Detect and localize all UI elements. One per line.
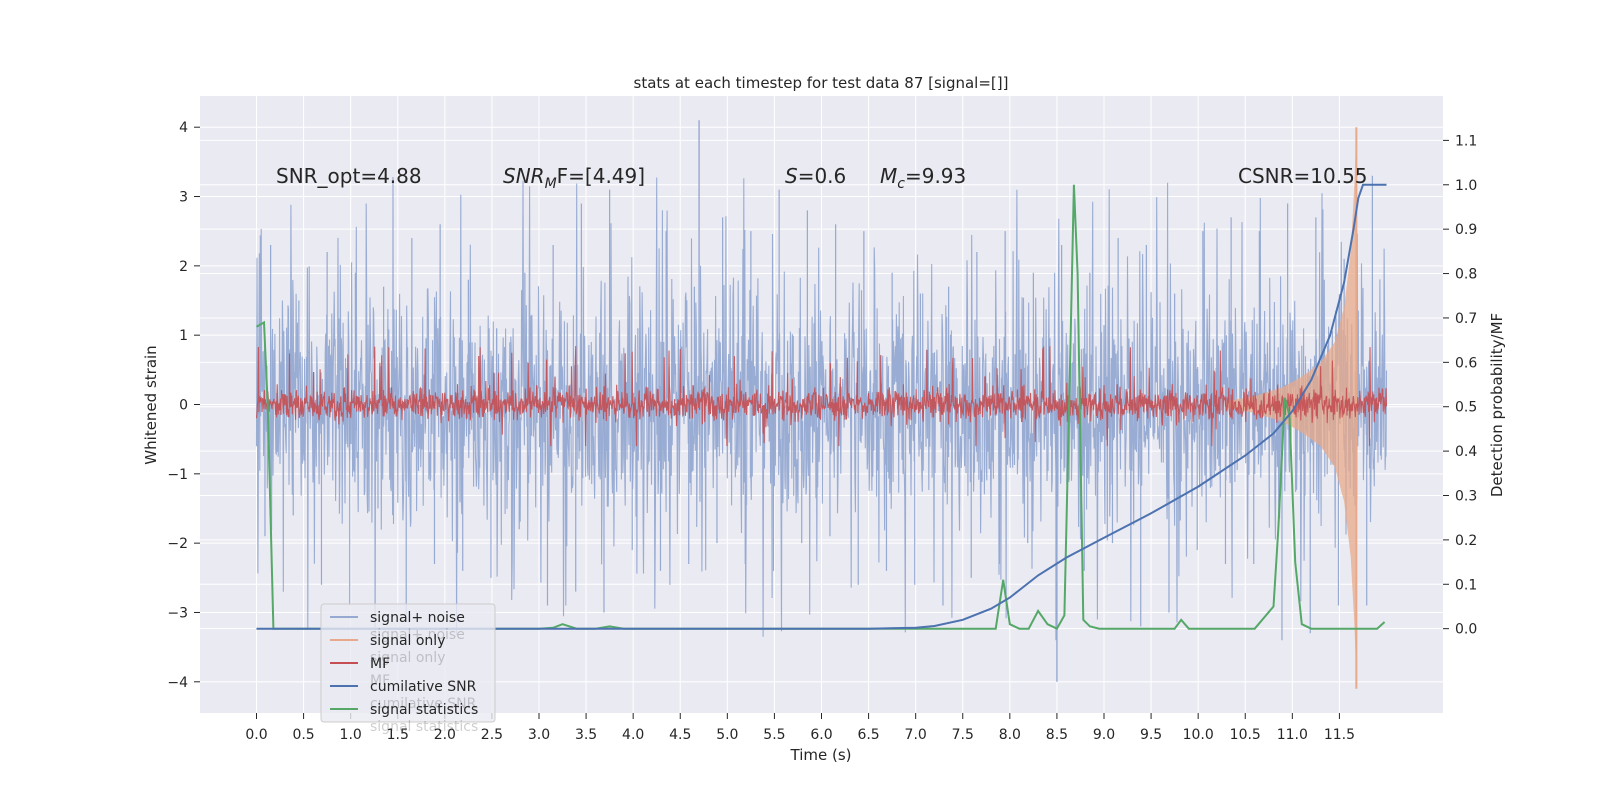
annotation-snr-mf-rest: F=[4.49]	[557, 164, 645, 188]
legend-ghost-label-1: signal only	[370, 650, 445, 666]
annotation-snr-mf: SNRMF=[4.49]	[503, 164, 645, 192]
y2-tick-label-7: 0.4	[1455, 444, 1477, 460]
annotation-snr-mf-f: F=[4.49]	[557, 164, 645, 188]
x-tick-label-8: 4.0	[622, 727, 644, 743]
chart-title: stats at each timestep for test data 87 …	[634, 74, 1009, 92]
x-tick-label-1: 0.5	[292, 727, 314, 743]
x-tick-label-15: 7.5	[952, 727, 974, 743]
y2-tick-label-4: 0.7	[1455, 311, 1477, 327]
x-tick-label-0: 0.0	[245, 727, 267, 743]
legend-label-mf: MF	[370, 656, 390, 672]
x-tick-label-9: 4.5	[669, 727, 691, 743]
y-tick-label-3: 1	[179, 328, 188, 344]
x-tick-label-14: 7.0	[905, 727, 927, 743]
x-tick-label-19: 9.5	[1140, 727, 1162, 743]
x-tick-label-20: 10.0	[1183, 727, 1214, 743]
y2-tick-label-9: 0.2	[1455, 533, 1477, 549]
y-axis-ticks: 4 3 2 1 0 −1 −2 −3 −4	[167, 120, 200, 691]
x-tick-label-2: 1.0	[340, 727, 362, 743]
annotation-s-main: S	[785, 164, 798, 188]
x-axis-ticks: 0.0 0.5 1.0 1.5 2.0 2.5 3.0 3.5 4.0 4.5 5.0 5.5 6.0 6…	[245, 713, 1355, 743]
mf-line	[255, 346, 1388, 447]
y2-axis-ticks: 1.1 1.0 0.9 0.8 0.7 0.6 0.5 0.4 0.3 0.2 0.1 0.0	[1443, 133, 1477, 638]
legend-ghost: signal+ noise signal only MF cumilative …	[370, 627, 478, 735]
cumulative-snr-line	[256, 183, 1387, 630]
legend-ghost-label-4: signal statistics	[370, 719, 478, 735]
x-tick-label-7: 3.5	[575, 727, 597, 743]
legend-ghost-label-3: cumilative SNR	[370, 696, 477, 712]
x-tick-label-11: 5.5	[763, 727, 785, 743]
right-axis-lines	[255, 183, 1387, 631]
y2-tick-label-2: 0.9	[1455, 222, 1477, 238]
y2-tick-label-8: 0.3	[1455, 488, 1477, 504]
x-tick-label-5: 2.5	[481, 727, 503, 743]
y2-tick-label-6: 0.5	[1455, 400, 1477, 416]
y-tick-label-4: 0	[179, 398, 188, 414]
y2-axis-label: Detection probability/MF	[1488, 313, 1506, 497]
legend-ghost-label-2: MF	[370, 673, 390, 689]
signal-statistics-line	[255, 184, 1386, 631]
y2-tick-label-5: 0.6	[1455, 355, 1477, 371]
signal-noise-layer	[255, 120, 1388, 682]
mf-layer	[255, 346, 1388, 447]
legend-label-signal-statistics: signal statistics	[370, 702, 478, 718]
legend-label-cumulative-snr: cumilative SNR	[370, 679, 477, 695]
y-tick-label-8: −4	[167, 675, 188, 691]
annotation-snr-opt: SNR_opt=4.88	[276, 164, 422, 188]
y-tick-label-2: 2	[179, 259, 188, 275]
x-tick-label-21: 10.5	[1230, 727, 1261, 743]
annotation-mc: Mc=9.93	[880, 164, 966, 192]
y2-tick-label-11: 0.0	[1455, 622, 1477, 638]
x-tick-label-18: 9.0	[1093, 727, 1115, 743]
x-tick-label-23: 11.5	[1324, 727, 1355, 743]
annotation-s-rest: =0.6	[798, 164, 847, 188]
y-tick-label-5: −1	[167, 467, 188, 483]
y-tick-label-1: 3	[179, 190, 188, 206]
y-tick-label-6: −2	[167, 536, 188, 552]
annotation-csnr: CSNR=10.55	[1238, 164, 1368, 188]
legend-box	[320, 603, 496, 723]
annotation-mc-sub: c	[897, 176, 905, 192]
annotation-snr-mf-sub: M	[545, 176, 557, 192]
x-tick-label-4: 2.0	[434, 727, 456, 743]
y2-tick-label-1: 1.0	[1455, 178, 1477, 194]
x-tick-label-10: 5.0	[716, 727, 738, 743]
y-tick-label-0: 4	[179, 120, 188, 136]
annotation-s: S=0.6	[785, 164, 846, 188]
signal-noise-line	[255, 176, 1388, 640]
x-tick-label-22: 11.0	[1277, 727, 1308, 743]
x-tick-label-6: 3.0	[528, 727, 550, 743]
legend-ghost-label-0: signal+ noise	[370, 627, 465, 643]
annotation-mc-main: M	[880, 164, 897, 188]
y2-tick-label-10: 0.1	[1455, 577, 1477, 593]
legend-label-signal-only: signal only	[370, 633, 445, 649]
legend: signal+ noise signal only MF cumilative …	[320, 603, 496, 735]
x-axis-label: Time (s)	[790, 746, 852, 764]
x-tick-label-13: 6.5	[857, 727, 879, 743]
x-tick-label-12: 6.0	[810, 727, 832, 743]
x-tick-label-16: 8.0	[999, 727, 1021, 743]
annotation-snr-mf-main: SNR	[503, 164, 545, 188]
y-tick-label-7: −3	[167, 605, 188, 621]
legend-label-signal-noise: signal+ noise	[370, 610, 465, 626]
y2-tick-label-3: 0.8	[1455, 267, 1477, 283]
x-tick-label-17: 8.5	[1046, 727, 1068, 743]
annotation-mc-rest: =9.93	[905, 164, 966, 188]
y-axis-label: Whitened strain	[142, 345, 160, 464]
y2-tick-label-0: 1.1	[1455, 133, 1477, 149]
x-tick-label-3: 1.5	[387, 727, 409, 743]
